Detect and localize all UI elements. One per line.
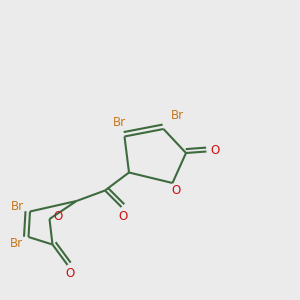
Text: O: O xyxy=(172,184,181,197)
Text: Br: Br xyxy=(10,237,23,250)
Text: Br: Br xyxy=(112,116,126,129)
Text: O: O xyxy=(53,210,62,223)
Text: Br: Br xyxy=(11,200,24,213)
Text: Br: Br xyxy=(171,109,184,122)
Text: O: O xyxy=(118,209,127,223)
Text: O: O xyxy=(210,144,219,158)
Text: O: O xyxy=(65,267,74,280)
